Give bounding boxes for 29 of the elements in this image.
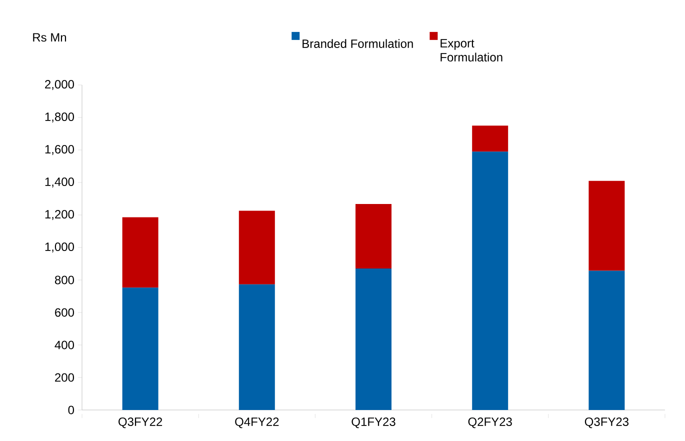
y-tick-label: 1,400	[45, 178, 74, 188]
bar	[122, 288, 158, 410]
legend-label: Branded Formulation	[302, 39, 413, 48]
bar	[238, 284, 275, 410]
bar	[356, 204, 392, 268]
y-tick-label: 2,000	[45, 80, 74, 90]
y-tick-label: 0	[68, 406, 74, 414]
bar	[238, 210, 275, 284]
y-axis-title: Rs Mn	[33, 33, 66, 42]
y-tick-label: 600	[55, 308, 74, 317]
bar	[588, 270, 625, 410]
x-tick-label: Q4FY22	[235, 418, 279, 428]
bar	[588, 180, 625, 271]
bar	[356, 268, 392, 410]
x-tick-label: Q3FY22	[118, 418, 162, 428]
y-tick-label: 1,200	[45, 210, 74, 220]
bar	[472, 126, 508, 152]
x-tick-label: Q3FY23	[584, 418, 629, 428]
y-tick-label: 1,600	[45, 145, 74, 155]
y-tick-label: 1,000	[45, 242, 74, 252]
y-tick-label: 400	[54, 340, 74, 350]
y-tick-label: 200	[55, 373, 74, 382]
y-tick-label: 1,800	[45, 112, 74, 122]
y-tick-label: 800	[54, 276, 74, 284]
bar	[122, 217, 158, 288]
bar	[472, 152, 508, 410]
x-tick-label: Q1FY23	[352, 418, 396, 428]
x-tick-label: Q2FY23	[468, 418, 512, 428]
legend-label: Export Formulation	[440, 39, 502, 62]
